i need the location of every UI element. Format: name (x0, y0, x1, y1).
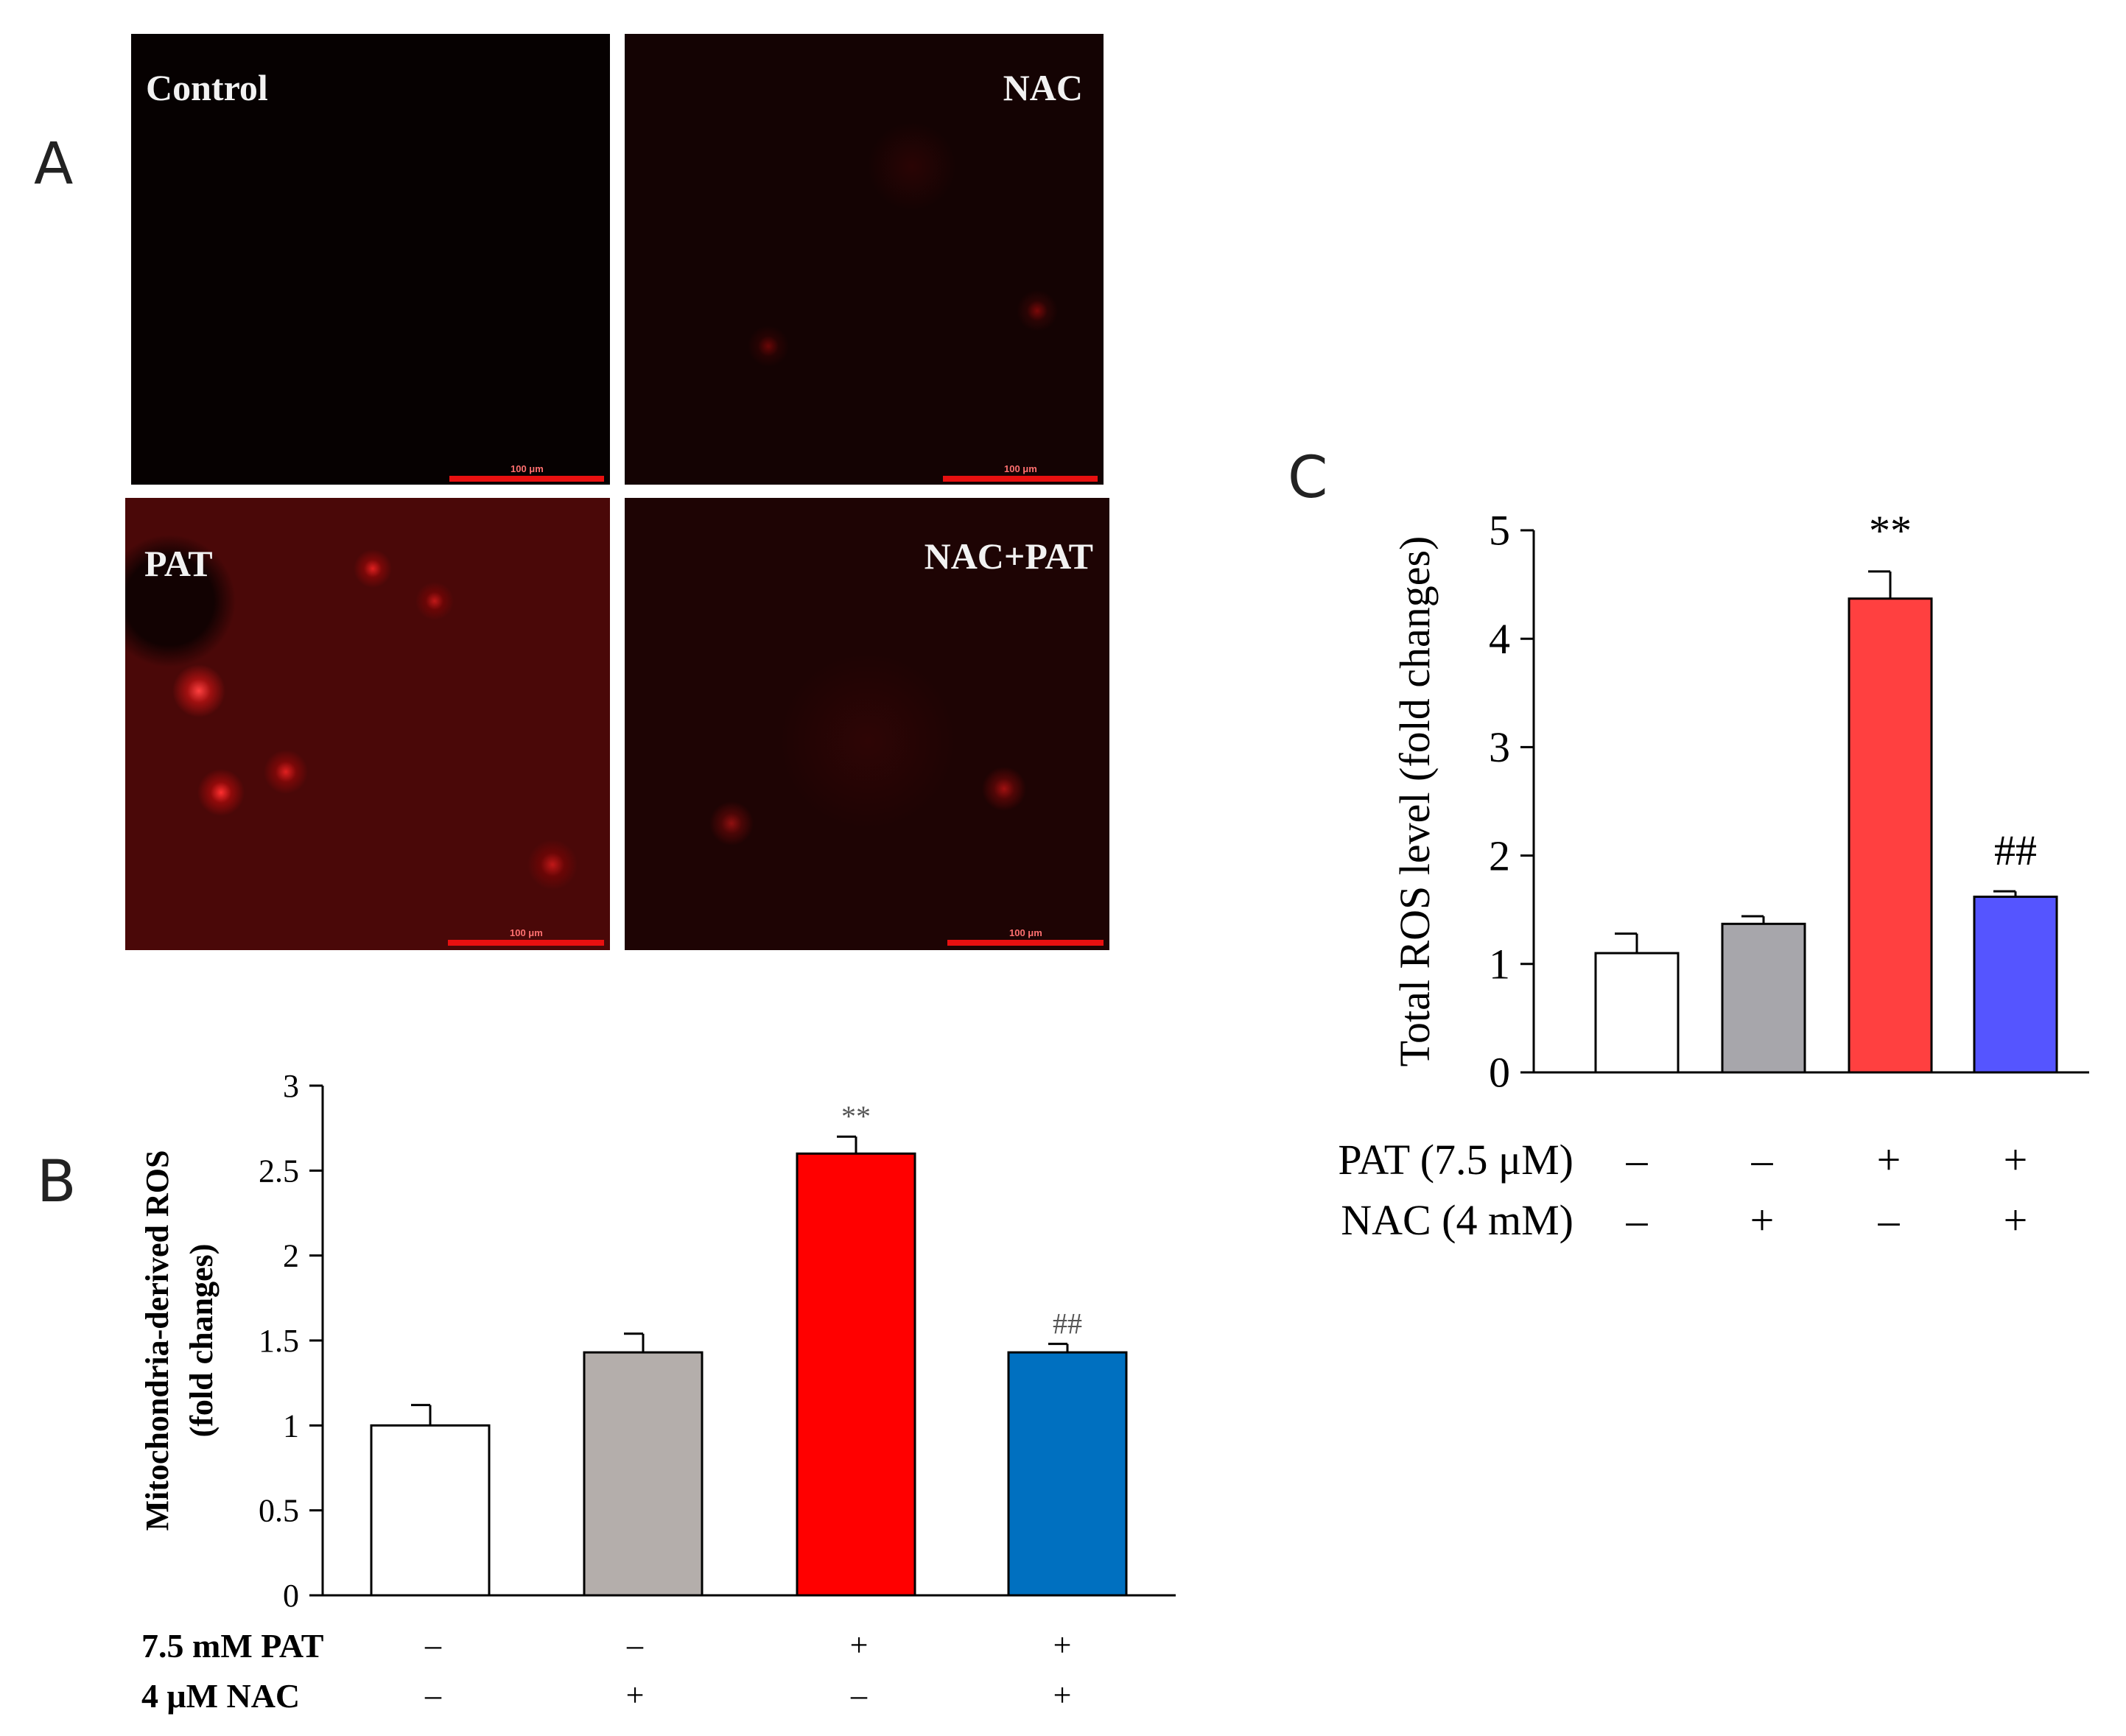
y-tick-label: 2.5 (259, 1153, 299, 1189)
bar-0 (1594, 952, 1680, 1074)
scale-bar (947, 940, 1104, 946)
condition-sign: – (1751, 1136, 1774, 1184)
significance-label-3: ## (1053, 1307, 1082, 1340)
scale-bar (448, 940, 604, 946)
scale-bar-label: 100 μm (1004, 463, 1037, 474)
significance-label-3: ## (1994, 826, 2037, 874)
y-tick-label: 0 (1489, 1049, 1510, 1097)
condition-sign: + (2004, 1136, 2028, 1184)
bar-3 (1973, 896, 2058, 1074)
chart-b-condition-label-1: 4 μM NAC (141, 1677, 300, 1715)
scale-bar-label: 100 μm (510, 927, 543, 938)
micrograph-label-nac-pat: NAC+PAT (924, 535, 1093, 577)
micrograph-nac: NAC 100 μm (625, 34, 1104, 485)
scale-bar-label: 100 μm (1009, 927, 1042, 938)
micrograph-label-pat: PAT (144, 543, 213, 584)
condition-sign: + (626, 1677, 645, 1713)
condition-sign: – (1626, 1136, 1649, 1184)
scale-bar (943, 476, 1098, 482)
y-tick-label: 3 (1489, 723, 1510, 771)
condition-sign: – (1626, 1196, 1649, 1244)
y-tick-label: 1.5 (259, 1323, 299, 1359)
y-tick-label: 2 (283, 1238, 299, 1274)
y-tick-label: 4 (1489, 615, 1510, 663)
condition-sign: – (1878, 1196, 1901, 1244)
bar-0 (370, 1424, 491, 1597)
y-tick-label: 1 (1489, 941, 1510, 988)
y-tick-label: 3 (283, 1068, 299, 1104)
bar-2 (796, 1152, 916, 1597)
chart-c-condition-label-0: PAT (7.5 μM) (1338, 1136, 1574, 1184)
chart-c-ylabel: Total ROS level (fold changes) (1391, 536, 1439, 1067)
panel-letter-b: B (37, 1149, 77, 1215)
condition-sign: + (1053, 1627, 1072, 1663)
condition-sign: + (850, 1627, 869, 1663)
chart-b-ylabel-line1: Mitochondria-derived ROS (139, 1150, 175, 1531)
chart-c-condition-label-1: NAC (4 mM) (1341, 1196, 1574, 1244)
y-tick-label: 2 (1489, 832, 1510, 879)
micrograph-label-nac: NAC (1003, 67, 1083, 108)
y-tick-label: 0 (283, 1578, 299, 1614)
panel-letter-c: C (1288, 445, 1328, 511)
bar-1 (1721, 922, 1806, 1074)
bar-1 (583, 1351, 704, 1597)
condition-sign: + (1053, 1677, 1072, 1713)
micrograph-nac-pat: NAC+PAT 100 μm (625, 498, 1109, 950)
chart-b-ylabel-line2: (fold changes) (183, 1244, 220, 1438)
significance-label-2: ** (841, 1100, 871, 1133)
scale-bar-label: 100 μm (511, 463, 544, 474)
bar-2 (1848, 597, 1933, 1074)
condition-sign: + (2004, 1196, 2028, 1244)
panel-letter-a: A (34, 131, 74, 197)
condition-sign: + (1877, 1136, 1901, 1184)
micrograph-pat: PAT 100 μm (125, 498, 610, 950)
y-tick-label: 1 (283, 1408, 299, 1444)
y-tick-label: 5 (1489, 507, 1510, 555)
bar-3 (1007, 1351, 1128, 1597)
condition-sign: + (1750, 1196, 1775, 1244)
condition-sign: – (850, 1677, 868, 1713)
micrograph-control: Control 100 μm (131, 34, 610, 485)
condition-sign: – (424, 1627, 442, 1663)
significance-label-2: ** (1869, 507, 1912, 555)
y-tick-label: 0.5 (259, 1493, 299, 1529)
scale-bar (449, 476, 604, 482)
chart-b-condition-label-0: 7.5 mM PAT (141, 1627, 323, 1665)
condition-sign: – (626, 1627, 644, 1663)
condition-sign: – (424, 1677, 442, 1713)
micrograph-label-control: Control (146, 67, 268, 108)
